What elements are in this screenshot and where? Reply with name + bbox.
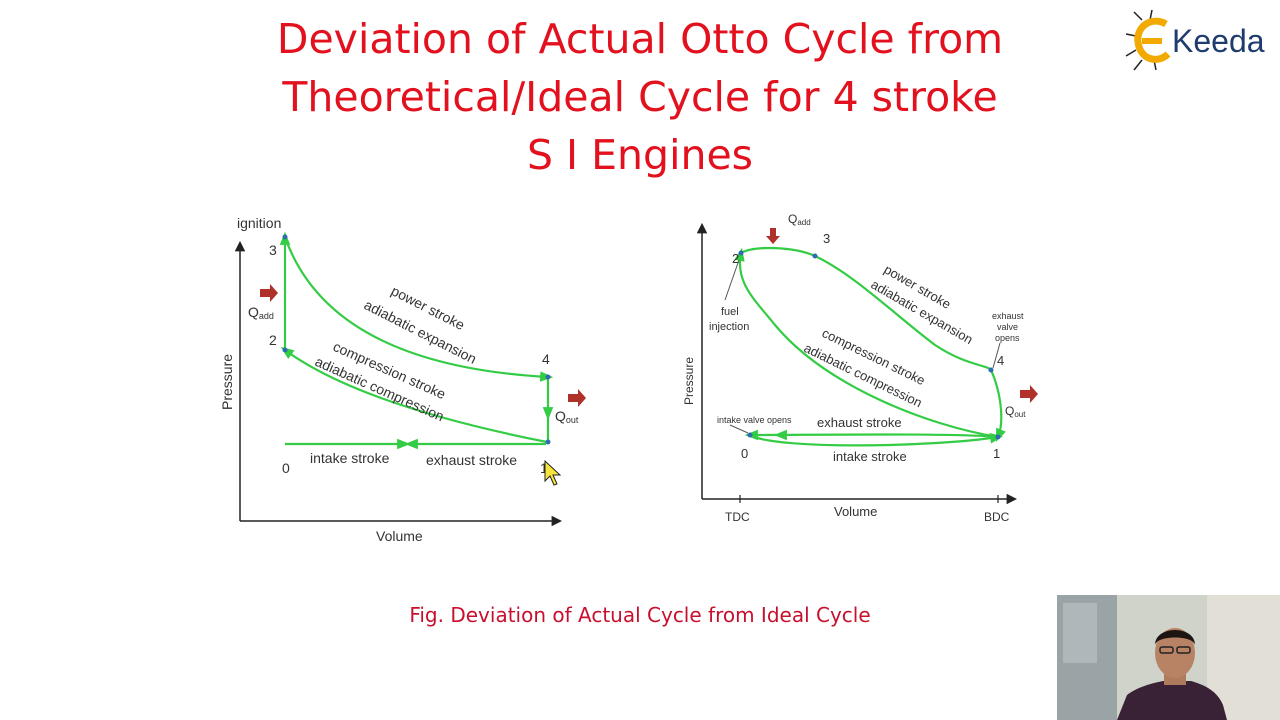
point-0-label: 0 bbox=[741, 446, 748, 461]
actual-state-points bbox=[738, 250, 1001, 440]
bug-e-logo-icon bbox=[1125, 9, 1171, 71]
fuel-label: fuel bbox=[721, 306, 739, 318]
ideal-cycle-diagram: ignition 3 2 4 0 1 Qadd Qout power strok… bbox=[219, 215, 586, 544]
qadd-label: Qadd bbox=[788, 212, 811, 227]
ideal-axes bbox=[234, 240, 563, 527]
y-axis-label: Pressure bbox=[682, 357, 696, 405]
point-1-label: 1 bbox=[540, 460, 548, 476]
point-3-label: 3 bbox=[269, 242, 277, 258]
x-axis-label: Volume bbox=[834, 504, 877, 519]
exhaust-valve-label-1: exhaust bbox=[992, 311, 1024, 321]
ekeeda-logo: Keeda bbox=[1125, 9, 1265, 71]
exhaust-stroke-label: exhaust stroke bbox=[817, 415, 902, 430]
ideal-state-points bbox=[282, 234, 551, 445]
actual-cycle-curves bbox=[734, 246, 1006, 447]
injection-label: injection bbox=[709, 321, 749, 333]
slide-title: Deviation of Actual Otto Cycle from Theo… bbox=[140, 10, 1140, 184]
heat-out-arrow-icon bbox=[568, 389, 586, 407]
point-1-label: 1 bbox=[993, 446, 1000, 461]
point-0-label: 0 bbox=[282, 460, 290, 476]
heat-in-arrow-icon bbox=[260, 284, 278, 302]
heat-out-arrow-icon bbox=[1020, 385, 1038, 403]
intake-stroke-label: intake stroke bbox=[833, 449, 907, 464]
bdc-label: BDC bbox=[984, 510, 1010, 524]
point-2-label: 2 bbox=[732, 251, 739, 266]
title-line-1: Deviation of Actual Otto Cycle from bbox=[276, 15, 1004, 63]
heat-arrows bbox=[260, 284, 586, 407]
figure-caption: Fig. Deviation of Actual Cycle from Idea… bbox=[409, 603, 871, 627]
y-axis-label: Pressure bbox=[219, 354, 235, 410]
actual-axes bbox=[696, 222, 1018, 505]
heat-in-arrow-icon bbox=[766, 228, 780, 244]
intake-valve-opens-label: intake valve opens bbox=[717, 415, 792, 425]
presenter-video-image bbox=[1057, 595, 1280, 720]
qout-label: Qout bbox=[555, 408, 579, 425]
exhaust-valve-label-3: opens bbox=[995, 333, 1020, 343]
actual-cycle-diagram: Qadd 2 3 4 0 1 fuel injection power stro… bbox=[682, 212, 1038, 524]
exhaust-valve-label-2: valve bbox=[997, 322, 1018, 332]
intake-stroke-label: intake stroke bbox=[310, 450, 390, 466]
tdc-label: TDC bbox=[725, 510, 750, 524]
point-4-label: 4 bbox=[542, 351, 550, 367]
title-line-3: S I Engines bbox=[526, 131, 754, 179]
mouse-cursor-icon bbox=[544, 459, 562, 486]
actual-heat-arrows bbox=[766, 228, 1038, 403]
qadd-label: Qadd bbox=[248, 304, 274, 321]
point-2-label: 2 bbox=[269, 332, 277, 348]
point-3-label: 3 bbox=[823, 231, 830, 246]
ignition-label: ignition bbox=[237, 215, 281, 231]
x-axis-label: Volume bbox=[376, 528, 423, 544]
title-line-2: Theoretical/Ideal Cycle for 4 stroke bbox=[282, 73, 998, 121]
annotation-leaders bbox=[724, 259, 1001, 434]
exhaust-stroke-label: exhaust stroke bbox=[426, 452, 517, 468]
point-4-label: 4 bbox=[997, 353, 1004, 368]
presenter-webcam bbox=[1057, 595, 1280, 720]
qout-label: Qout bbox=[1005, 404, 1026, 419]
logo-text: Keeda bbox=[1172, 23, 1265, 59]
ideal-cycle-curves bbox=[279, 231, 554, 450]
